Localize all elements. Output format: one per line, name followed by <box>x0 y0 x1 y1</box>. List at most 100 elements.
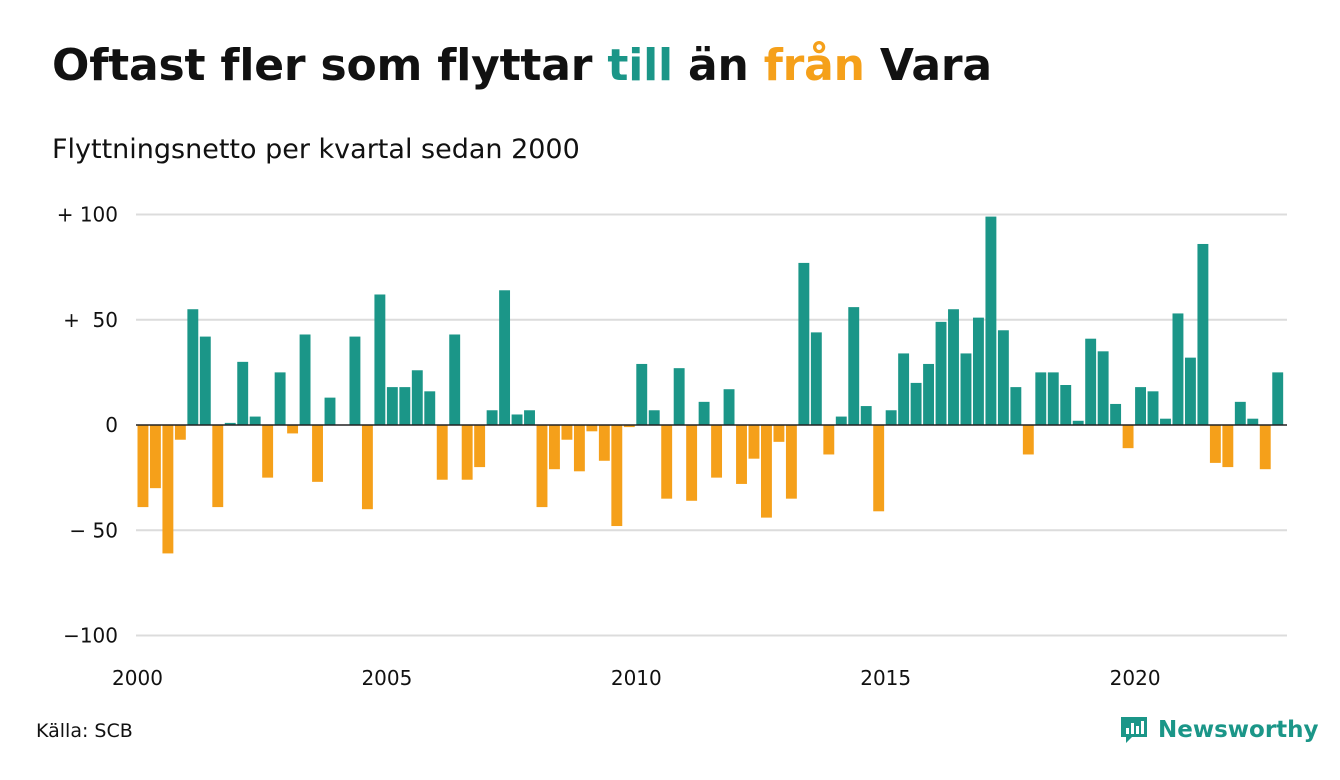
bar-31 <box>524 410 535 425</box>
x-tick-label-3: 2015 <box>860 666 911 690</box>
bar-81 <box>1147 391 1159 425</box>
bar-51 <box>773 425 785 442</box>
bars <box>137 216 1284 554</box>
bar-40 <box>636 363 648 425</box>
bar-64 <box>935 321 947 425</box>
bar-43 <box>673 368 685 426</box>
bar-11 <box>274 372 286 426</box>
title-part-2: än <box>672 40 764 91</box>
y-tick-label-0: + 100 <box>57 203 118 227</box>
bar-26 <box>461 425 473 480</box>
bar-69 <box>997 330 1009 425</box>
bar-44 <box>686 425 698 501</box>
chart-title: Oftast fler som flyttar till än från Var… <box>52 40 992 91</box>
bar-63 <box>923 363 935 425</box>
chart-subtitle: Flyttningsnetto per kvartal sedan 2000 <box>52 134 580 165</box>
title-highlight-fran: från <box>763 40 865 91</box>
bar-18 <box>361 425 373 510</box>
y-tick-label-2: 0 <box>105 413 118 437</box>
bar-35 <box>573 425 585 472</box>
bar-22 <box>411 370 423 425</box>
bar-38 <box>611 425 623 527</box>
bar-60 <box>885 410 897 425</box>
bar-54 <box>810 332 822 425</box>
bar-53 <box>798 262 810 425</box>
bar-73 <box>1047 372 1059 426</box>
bar-32 <box>536 425 548 508</box>
y-axis-labels: + 100 + 50 0 − 50 −100 <box>57 203 118 648</box>
bar-70 <box>1010 387 1022 425</box>
bar-48 <box>736 425 747 484</box>
title-part-1: Oftast fler som flyttar <box>52 40 608 91</box>
bar-4 <box>187 309 199 426</box>
bar-52 <box>785 425 797 499</box>
bar-13 <box>299 334 311 426</box>
bar-0 <box>137 425 149 508</box>
y-tick-label-4: −100 <box>63 624 118 648</box>
x-tick-label-4: 2020 <box>1110 666 1161 690</box>
bar-46 <box>711 425 723 478</box>
bar-30 <box>511 414 523 426</box>
bar-57 <box>848 307 860 425</box>
bar-17 <box>349 336 361 425</box>
bar-50 <box>761 425 772 518</box>
bar-19 <box>374 294 386 425</box>
bar-2 <box>162 425 174 554</box>
y-tick-label-1: + 50 <box>63 308 118 332</box>
bar-80 <box>1135 387 1146 425</box>
bar-58 <box>860 406 872 426</box>
bar-45 <box>698 401 710 426</box>
bar-56 <box>835 416 847 425</box>
bar-59 <box>873 425 885 512</box>
bar-10 <box>262 425 274 478</box>
bar-89 <box>1247 418 1259 425</box>
bar-77 <box>1097 351 1109 425</box>
bar-37 <box>598 425 610 461</box>
x-axis-labels: 2000 2005 2010 2015 2020 <box>112 666 1161 690</box>
bar-39 <box>623 425 635 428</box>
bar-82 <box>1160 418 1171 425</box>
bar-65 <box>948 309 959 426</box>
bar-42 <box>661 425 673 499</box>
bar-33 <box>549 425 560 470</box>
bar-76 <box>1085 338 1097 425</box>
bar-41 <box>648 410 660 425</box>
bar-83 <box>1172 313 1184 425</box>
bar-86 <box>1209 425 1221 463</box>
bar-67 <box>972 317 984 425</box>
bar-34 <box>561 425 573 440</box>
bar-20 <box>386 387 398 425</box>
y-tick-label-3: − 50 <box>69 518 118 542</box>
bar-90 <box>1259 425 1271 470</box>
brand-logo: Newsworthy <box>1118 714 1319 746</box>
bar-55 <box>823 425 835 455</box>
bar-3 <box>174 425 186 440</box>
x-tick-label-1: 2005 <box>361 666 412 690</box>
bar-84 <box>1184 357 1196 425</box>
bar-29 <box>499 290 511 425</box>
bar-8 <box>237 361 249 425</box>
bar-5 <box>199 336 211 425</box>
bar-66 <box>960 353 972 425</box>
bar-71 <box>1022 425 1034 455</box>
bar-68 <box>985 216 997 425</box>
bar-1 <box>149 425 161 489</box>
bar-78 <box>1110 403 1122 425</box>
bar-72 <box>1035 372 1047 426</box>
bar-24 <box>436 425 448 480</box>
bar-23 <box>424 391 436 425</box>
bar-49 <box>748 425 760 459</box>
bar-14 <box>312 425 323 482</box>
x-tick-label-0: 2000 <box>112 666 163 690</box>
bar-61 <box>898 353 910 425</box>
bar-74 <box>1060 385 1072 425</box>
bar-87 <box>1222 425 1234 468</box>
bar-25 <box>449 334 461 426</box>
bar-47 <box>723 389 735 425</box>
bar-62 <box>910 382 922 425</box>
grid-lines <box>136 213 1287 637</box>
brand-name: Newsworthy <box>1158 717 1319 743</box>
title-highlight-till: till <box>607 40 673 91</box>
bar-85 <box>1197 243 1209 425</box>
